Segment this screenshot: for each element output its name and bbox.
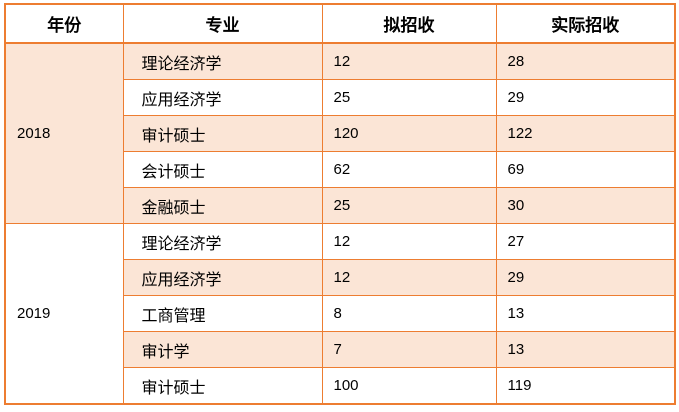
actual-cell: 29 <box>495 259 676 296</box>
planned-cell: 25 <box>321 187 497 224</box>
header-row: 年份 专业 拟招收 实际招收 <box>4 3 676 44</box>
header-actual: 实际招收 <box>495 3 676 44</box>
actual-cell: 119 <box>495 367 676 405</box>
admissions-table: 年份 专业 拟招收 实际招收 2018 理论经济学 12 28 应用经济学 25… <box>4 3 676 405</box>
major-cell: 工商管理 <box>122 295 323 332</box>
major-cell: 理论经济学 <box>122 42 323 80</box>
planned-cell: 12 <box>321 42 497 80</box>
major-cell: 金融硕士 <box>122 187 323 224</box>
header-major: 专业 <box>122 3 323 44</box>
planned-cell: 62 <box>321 151 497 188</box>
actual-cell: 13 <box>495 331 676 368</box>
table-row: 2018 理论经济学 12 28 <box>4 42 676 224</box>
major-cell: 审计学 <box>122 331 323 368</box>
actual-cell: 28 <box>495 42 676 80</box>
header-year: 年份 <box>4 3 124 44</box>
actual-cell: 30 <box>495 187 676 224</box>
major-cell: 会计硕士 <box>122 151 323 188</box>
major-cell: 审计硕士 <box>122 367 323 405</box>
table-row: 应用经济学 25 29 <box>5 79 676 116</box>
table-row: 工商管理 8 13 <box>5 295 676 332</box>
year-cell: 2019 <box>4 223 124 405</box>
table-row: 会计硕士 62 69 <box>5 151 676 188</box>
major-cell: 应用经济学 <box>122 79 323 116</box>
actual-cell: 29 <box>495 79 676 116</box>
planned-cell: 25 <box>321 79 497 116</box>
actual-cell: 27 <box>495 223 676 260</box>
planned-cell: 100 <box>321 367 497 405</box>
table-row: 审计硕士 100 119 <box>5 367 676 405</box>
major-cell: 应用经济学 <box>122 259 323 296</box>
planned-cell: 12 <box>321 259 497 296</box>
planned-cell: 120 <box>321 115 497 152</box>
planned-cell: 12 <box>321 223 497 260</box>
planned-cell: 7 <box>321 331 497 368</box>
actual-cell: 69 <box>495 151 676 188</box>
actual-cell: 13 <box>495 295 676 332</box>
table-row: 2019 理论经济学 12 27 <box>4 223 676 405</box>
actual-cell: 122 <box>495 115 676 152</box>
major-cell: 审计硕士 <box>122 115 323 152</box>
header-planned: 拟招收 <box>321 3 497 44</box>
major-cell: 理论经济学 <box>122 223 323 260</box>
year-cell: 2018 <box>4 42 124 224</box>
planned-cell: 8 <box>321 295 497 332</box>
